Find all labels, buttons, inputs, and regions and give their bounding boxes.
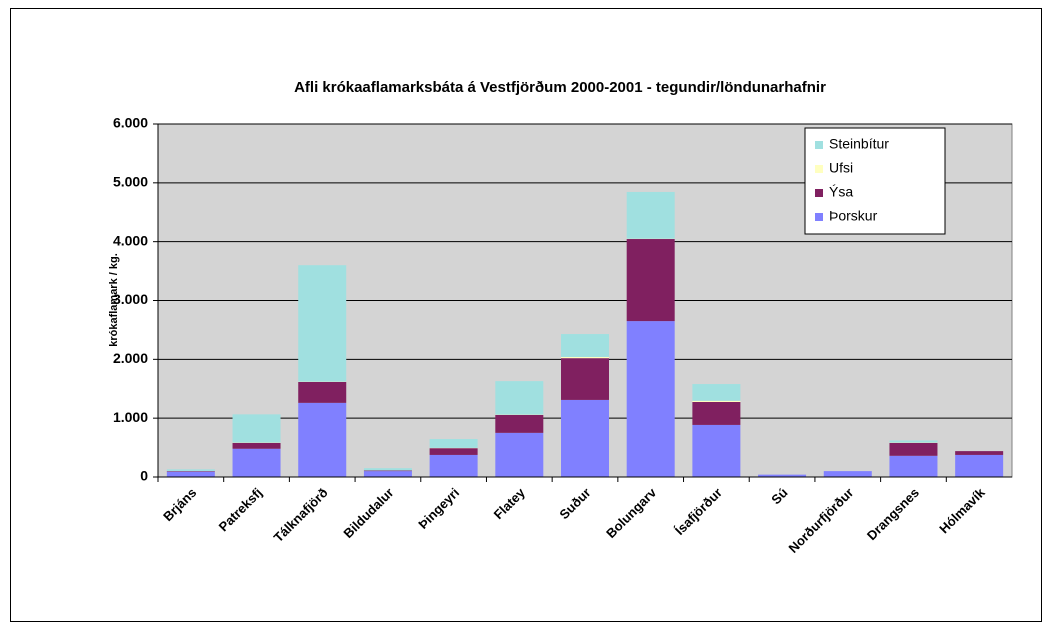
bar-segment [626, 239, 675, 322]
legend-box [804, 127, 946, 235]
y-tick-label: 3.000 [113, 291, 148, 307]
y-tick-label: 6.000 [113, 115, 148, 131]
legend-swatch [815, 141, 823, 149]
bar-segment [429, 439, 478, 448]
bar-segment [955, 451, 1004, 455]
bar-segment [363, 470, 412, 472]
legend-label: Ufsi [829, 160, 853, 176]
bar-segment [232, 448, 281, 477]
legend-swatch [815, 213, 823, 221]
bar-segment [889, 440, 938, 443]
bar-segment [561, 358, 609, 400]
bar-segment [561, 356, 609, 359]
bar-segment [232, 414, 281, 443]
bar-segment [692, 384, 741, 401]
legend-swatch [815, 165, 823, 173]
bar-segment [955, 454, 1004, 477]
y-tick-label: 2.000 [113, 350, 148, 366]
bar-segment [166, 471, 215, 472]
bar-segment [298, 381, 347, 403]
bar-segment [298, 265, 347, 382]
bar-segment [495, 432, 544, 477]
bar-segment [429, 448, 478, 455]
bar-segment [363, 468, 412, 471]
y-tick-label: 1.000 [113, 409, 148, 425]
bar-segment [692, 424, 741, 477]
legend-label: Ýsa [829, 184, 853, 200]
bar-segment [823, 471, 872, 477]
bar-segment [626, 191, 675, 239]
bar-segment [298, 402, 347, 477]
bar-segment [232, 442, 281, 449]
legend-label: Þorskur [829, 208, 878, 224]
bar-segment [166, 469, 215, 472]
legend-label: Steinbítur [829, 136, 889, 152]
legend-swatch [815, 189, 823, 197]
bar-segment [561, 399, 609, 477]
bar-segment [166, 471, 215, 477]
bar-segment [495, 414, 544, 433]
bar-segment [495, 381, 544, 415]
bar-segment [758, 474, 807, 477]
y-tick-label: 5.000 [113, 174, 148, 190]
bar-segment [692, 400, 741, 402]
bar-segment [363, 471, 412, 477]
y-axis-label: krókaflamark / kg. [108, 253, 120, 347]
bar-segment [626, 321, 675, 477]
y-tick-label: 4.000 [113, 232, 148, 248]
bar-segment [692, 401, 741, 425]
bar-segment [561, 334, 609, 357]
chart-title: Afli krókaaflamarksbáta á Vestfjörðum 20… [294, 79, 826, 96]
bar-segment [889, 455, 938, 477]
y-tick-label: 0 [140, 468, 148, 484]
bar-segment [889, 442, 938, 456]
bar-segment [429, 454, 478, 477]
